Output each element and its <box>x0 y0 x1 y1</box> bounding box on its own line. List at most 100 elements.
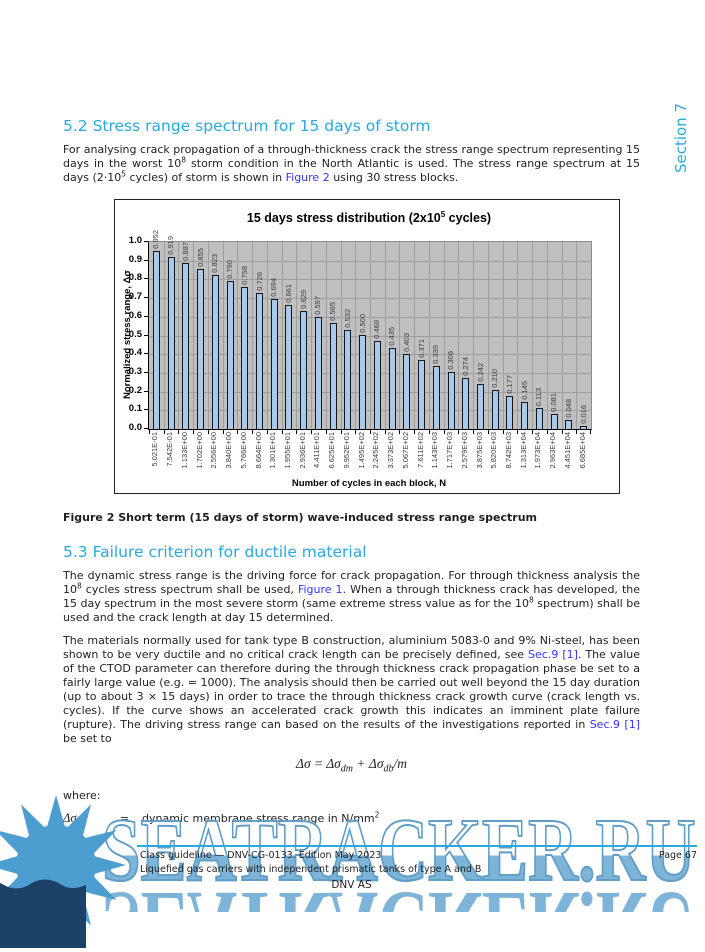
axis-tick <box>266 430 268 434</box>
bar <box>418 360 426 429</box>
bar <box>197 269 205 429</box>
bar-value-label: 0.274 <box>460 357 470 376</box>
gridline <box>384 242 386 429</box>
axis-tick <box>149 430 150 434</box>
axis-tick <box>590 430 591 434</box>
text-segment: Δσ <box>63 811 77 825</box>
text-segment: 15 days stress distribution (2x10 <box>246 211 441 225</box>
bar-value-label: 0.145 <box>519 381 529 400</box>
bar <box>550 414 558 429</box>
chart-x-axis-title: Number of cycles in each block, N <box>291 478 447 489</box>
text-segment: spectrum) shall be used and the crack le… <box>63 597 640 624</box>
axis-tick <box>473 430 475 434</box>
bar <box>403 354 411 429</box>
bar-value-label: 0.661 <box>283 284 293 303</box>
x-tick-label: 6.625E+01 <box>327 432 337 469</box>
text-segment: cycles) of storm is shown in <box>126 171 286 184</box>
x-tick-label: 1.717E+03 <box>445 432 455 469</box>
gridline <box>222 242 224 429</box>
link[interactable]: Sec.9 [1] <box>528 648 578 661</box>
gridline <box>311 242 313 429</box>
x-tick-label: 1.702E+00 <box>194 432 204 469</box>
paragraph-5-2: For analysing crack propagation of a thr… <box>63 143 640 185</box>
bar-value-label: 0.597 <box>313 296 323 315</box>
bar-value-label: 0.758 <box>239 266 249 285</box>
footer-company: DNV AS <box>331 879 372 891</box>
text-segment: cycles stress spectrum shall be used, <box>81 583 298 596</box>
gridline <box>207 242 209 429</box>
text-segment: cycles) <box>445 211 492 225</box>
gridline <box>237 242 239 429</box>
x-tick-label: 7.611E+02 <box>415 432 425 468</box>
x-tick-label: 9.952E+01 <box>341 432 351 469</box>
axis-tick <box>252 430 254 434</box>
watermark-reflection-text: SEATRACKER.RU <box>102 891 696 912</box>
x-tick-label: 3.875E+03 <box>474 432 484 469</box>
x-tick-label: 1.301E+01 <box>268 432 278 469</box>
bar <box>462 378 470 429</box>
bar-value-label: 0.565 <box>328 302 338 321</box>
bar <box>241 287 249 429</box>
text-segment: storm condition in the North Atlantic is… <box>63 157 640 184</box>
x-tick-label: 1.973E+04 <box>533 432 543 469</box>
axis-tick <box>428 430 430 434</box>
bar-value-label: 0.177 <box>504 375 514 394</box>
text-segment: . When a through thickness crack has dev… <box>63 583 640 610</box>
bar-value-label: 0.306 <box>446 351 456 370</box>
sun-logo-icon <box>0 783 139 952</box>
axis-tick <box>443 430 445 434</box>
axis-tick <box>311 430 313 434</box>
axis-tick <box>517 430 519 434</box>
link[interactable]: Sec.9 [1] <box>589 718 640 731</box>
axis-tick <box>207 430 209 434</box>
text-segment: 8 <box>77 581 82 591</box>
x-tick-label: 6.685E+04 <box>577 432 587 469</box>
gridline <box>443 242 445 429</box>
text-segment: The dynamic stress range is the driving … <box>63 569 640 596</box>
gridline <box>517 242 519 429</box>
text-segment: 5 <box>121 169 127 179</box>
x-tick-label: 4.411E+01 <box>312 432 322 468</box>
axis-tick <box>561 430 563 434</box>
axis-tick <box>355 430 357 434</box>
link[interactable]: Figure 1 <box>297 583 343 596</box>
gridline <box>473 242 475 429</box>
section-5-3-heading: 5.3 Failure criterion for ductile materi… <box>63 543 367 561</box>
gridline <box>370 242 371 429</box>
bar-value-label: 0.855 <box>195 248 205 267</box>
gridline <box>296 242 298 429</box>
content-column: 5.2 Stress range spectrum for 15 days of… <box>63 117 640 827</box>
bar-value-label: 0.790 <box>225 260 235 279</box>
text-segment: db <box>383 763 394 775</box>
where-label: where: <box>63 789 101 802</box>
axis-tick <box>414 430 416 434</box>
text-segment: dynamic membrane stress range in N/mm <box>142 812 375 825</box>
axis-tick <box>502 430 504 434</box>
axis-tick <box>163 430 165 434</box>
bar-value-label: 0.694 <box>269 278 279 297</box>
x-tick-label: 5.766E+00 <box>238 432 248 469</box>
gridline <box>325 242 327 429</box>
gridline <box>428 242 430 429</box>
text-segment: 8 <box>528 595 534 605</box>
gridline <box>502 242 504 429</box>
x-tick-label: 8.742E+03 <box>503 432 513 469</box>
bar <box>388 348 396 429</box>
bar-value-label: 0.048 <box>563 399 573 418</box>
axis-tick <box>237 430 239 434</box>
paragraph-5-3-a: The dynamic stress range is the driving … <box>63 569 640 625</box>
link[interactable]: Figure 2 <box>285 171 330 184</box>
gridline <box>561 242 563 429</box>
text-segment: dm <box>340 763 354 775</box>
text-segment: The materials normally used for tank typ… <box>63 634 640 661</box>
bar <box>373 341 381 429</box>
axis-tick <box>487 430 489 434</box>
bar <box>521 402 529 429</box>
axis-tick <box>325 430 327 434</box>
axis-tick <box>222 430 224 434</box>
text-segment: 2 <box>375 810 380 819</box>
gridline <box>487 242 489 429</box>
x-tick-label: 1.133E+00 <box>179 432 189 469</box>
x-tick-label: 2.579E+03 <box>459 432 469 469</box>
bar <box>359 335 367 429</box>
